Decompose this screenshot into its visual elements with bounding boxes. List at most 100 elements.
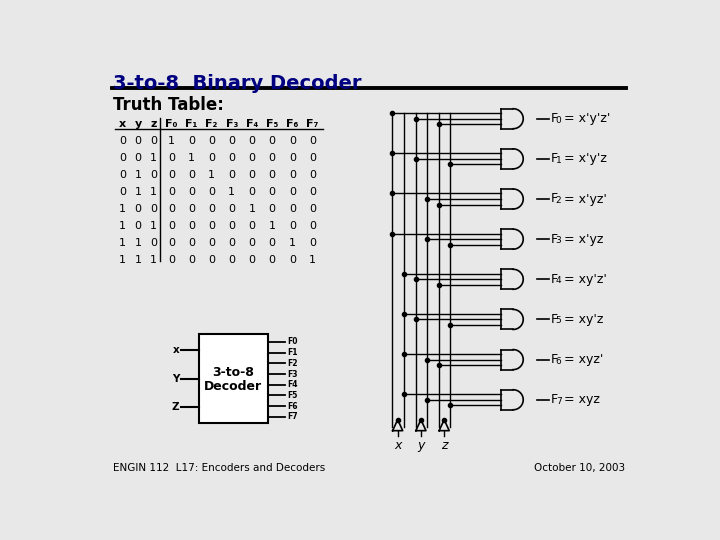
Text: 3-to-8  Binary Decoder: 3-to-8 Binary Decoder: [113, 74, 361, 93]
Text: 0: 0: [135, 137, 142, 146]
Text: 0: 0: [150, 170, 157, 180]
Text: F: F: [550, 273, 557, 286]
Text: F₂: F₂: [205, 119, 218, 129]
Text: 0: 0: [309, 153, 316, 163]
Text: 0: 0: [289, 204, 296, 214]
Text: 0: 0: [168, 153, 175, 163]
Text: 0: 0: [228, 170, 235, 180]
Text: 1: 1: [150, 255, 157, 265]
Text: 0: 0: [289, 187, 296, 197]
Text: 0: 0: [269, 170, 276, 180]
Text: 1: 1: [188, 153, 195, 163]
Text: 0: 0: [248, 221, 256, 231]
Text: 0: 0: [248, 187, 256, 197]
Text: 1: 1: [556, 156, 562, 165]
Text: 0: 0: [188, 187, 195, 197]
Text: 6: 6: [556, 356, 562, 366]
Text: F2: F2: [287, 359, 297, 368]
Bar: [199, 334, 269, 423]
Text: = xy'z: = xy'z: [559, 313, 603, 326]
Text: 0: 0: [556, 116, 562, 125]
Text: y: y: [135, 119, 142, 129]
Text: x: x: [119, 119, 126, 129]
Text: 1: 1: [119, 255, 126, 265]
Text: 1: 1: [289, 238, 296, 248]
Text: = x'y'z': = x'y'z': [559, 112, 610, 125]
Text: 1: 1: [168, 137, 175, 146]
Text: 1: 1: [248, 204, 256, 214]
Text: F0: F0: [287, 338, 297, 347]
Text: 0: 0: [188, 238, 195, 248]
Text: F₃: F₃: [225, 119, 238, 129]
Text: 0: 0: [135, 153, 142, 163]
Text: 0: 0: [188, 204, 195, 214]
Text: 0: 0: [135, 221, 142, 231]
Text: 0: 0: [269, 204, 276, 214]
Text: 0: 0: [269, 255, 276, 265]
Text: 0: 0: [269, 238, 276, 248]
Text: 0: 0: [208, 255, 215, 265]
Text: 0: 0: [119, 187, 126, 197]
Text: 0: 0: [228, 255, 235, 265]
Text: 0: 0: [168, 255, 175, 265]
Text: 0: 0: [119, 153, 126, 163]
Text: F₁: F₁: [185, 119, 198, 129]
Text: 0: 0: [289, 255, 296, 265]
Text: 0: 0: [208, 221, 215, 231]
Text: 0: 0: [228, 221, 235, 231]
Text: 0: 0: [119, 170, 126, 180]
Text: 1: 1: [150, 153, 157, 163]
Text: = xyz': = xyz': [559, 353, 603, 366]
Text: F: F: [550, 112, 557, 125]
Text: F6: F6: [287, 402, 297, 410]
Text: 0: 0: [289, 170, 296, 180]
Text: 0: 0: [150, 137, 157, 146]
Text: 1: 1: [208, 170, 215, 180]
Text: F5: F5: [287, 391, 297, 400]
Text: 1: 1: [228, 187, 235, 197]
Text: 0: 0: [188, 137, 195, 146]
Text: F: F: [550, 313, 557, 326]
Text: Decoder: Decoder: [204, 380, 262, 393]
Text: = xy'z': = xy'z': [559, 273, 606, 286]
Text: x: x: [172, 345, 179, 355]
Text: 0: 0: [150, 204, 157, 214]
Text: 1: 1: [150, 221, 157, 231]
Text: 0: 0: [119, 137, 126, 146]
Text: 0: 0: [248, 238, 256, 248]
Text: 0: 0: [269, 153, 276, 163]
Text: 0: 0: [228, 204, 235, 214]
Text: 7: 7: [556, 397, 562, 406]
Text: 0: 0: [309, 137, 316, 146]
Text: F4: F4: [287, 380, 297, 389]
Text: 0: 0: [168, 238, 175, 248]
Text: 3-to-8: 3-to-8: [212, 366, 254, 379]
Text: F₆: F₆: [286, 119, 299, 129]
Text: 0: 0: [248, 153, 256, 163]
Text: October 10, 2003: October 10, 2003: [534, 463, 625, 473]
Text: 0: 0: [150, 238, 157, 248]
Text: 0: 0: [309, 204, 316, 214]
Text: 0: 0: [188, 255, 195, 265]
Text: = x'yz': = x'yz': [559, 192, 606, 206]
Text: = xyz: = xyz: [559, 393, 600, 406]
Text: = x'yz: = x'yz: [559, 233, 603, 246]
Text: 0: 0: [248, 137, 256, 146]
Text: 2: 2: [556, 196, 562, 205]
Text: F₀: F₀: [165, 119, 178, 129]
Text: 1: 1: [269, 221, 276, 231]
Text: 0: 0: [309, 187, 316, 197]
Text: 0: 0: [208, 153, 215, 163]
Text: F₇: F₇: [306, 119, 319, 129]
Text: 0: 0: [228, 153, 235, 163]
Text: 0: 0: [188, 221, 195, 231]
Text: 0: 0: [289, 137, 296, 146]
Text: x: x: [394, 439, 401, 452]
Text: 0: 0: [309, 238, 316, 248]
Text: 0: 0: [269, 137, 276, 146]
Text: 1: 1: [119, 221, 126, 231]
Text: 0: 0: [269, 187, 276, 197]
Text: F₅: F₅: [266, 119, 279, 129]
Text: 0: 0: [228, 238, 235, 248]
Text: 0: 0: [289, 221, 296, 231]
